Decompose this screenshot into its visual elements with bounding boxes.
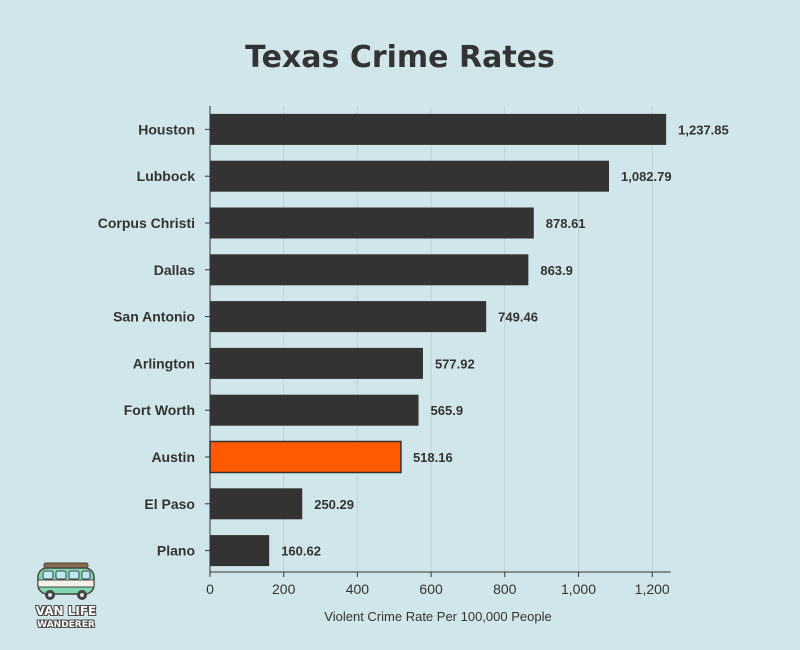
category-label: Corpus Christi [98, 215, 195, 231]
value-label: 565.9 [431, 403, 464, 418]
category-label: Houston [138, 121, 195, 137]
x-tick-label: 0 [206, 581, 214, 597]
bar [210, 207, 534, 239]
x-axis-title: Violent Crime Rate Per 100,000 People [324, 609, 551, 624]
bar [210, 254, 529, 286]
value-label: 1,237.85 [678, 122, 729, 137]
x-tick-label: 600 [419, 581, 443, 597]
value-label: 863.9 [540, 263, 573, 278]
category-label: Dallas [154, 262, 195, 278]
x-tick-label: 1,200 [635, 581, 670, 597]
axes [205, 106, 671, 577]
value-label: 160.62 [281, 544, 321, 559]
bar [210, 113, 667, 145]
x-tick-label: 800 [493, 581, 517, 597]
bar [210, 160, 610, 192]
category-label: San Antonio [113, 309, 195, 325]
value-label: 1,082.79 [621, 169, 672, 184]
category-label: Lubbock [137, 168, 196, 184]
value-label: 749.46 [498, 310, 538, 325]
value-label: 577.92 [435, 356, 475, 371]
x-tick-label: 1,000 [561, 581, 596, 597]
value-label: 250.29 [314, 497, 354, 512]
logo-text-line2: WANDERER [37, 620, 95, 630]
value-label: 878.61 [546, 216, 586, 231]
category-label: Fort Worth [124, 402, 195, 418]
logo-text-line1: VAN LIFE [35, 604, 97, 618]
bar [210, 347, 423, 379]
van-life-wanderer-logo: VAN LIFE WANDERER [30, 560, 102, 635]
category-label: Arlington [133, 355, 195, 371]
category-label: Austin [151, 449, 195, 465]
bar [210, 535, 270, 567]
bar [209, 440, 402, 474]
category-label: Plano [157, 543, 195, 559]
bars [209, 113, 667, 567]
x-tick-label: 200 [272, 581, 296, 597]
bar [210, 301, 487, 333]
bar [210, 394, 419, 426]
van-icon [37, 562, 95, 600]
category-label: El Paso [144, 496, 195, 512]
bar [210, 488, 303, 520]
chart-title: Texas Crime Rates [245, 40, 555, 75]
x-tick-label: 400 [346, 581, 370, 597]
value-label: 518.16 [413, 450, 453, 465]
labels: Houston 1,237.85 Lubbock 1,082.79 Corpus Chr… [98, 121, 729, 597]
